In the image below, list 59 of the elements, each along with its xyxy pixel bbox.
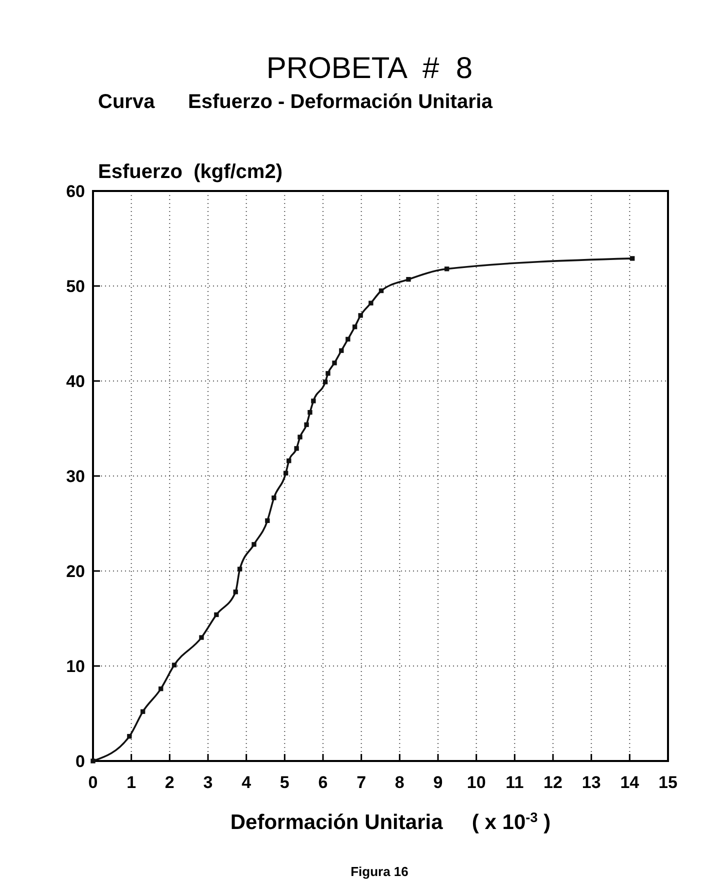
point (332, 360, 337, 366)
x-tick-label: 1 (126, 773, 136, 792)
y-tick-label: 30 (66, 467, 85, 486)
x-tick-label: 12 (544, 773, 562, 792)
x-tick-label: 10 (466, 773, 486, 792)
x-tick-label: 7 (356, 773, 366, 792)
x-tick-label: 15 (658, 773, 678, 792)
text: Figura 16 (350, 864, 408, 879)
y-tick-label: 50 (66, 277, 85, 296)
point (272, 496, 276, 500)
y-tick-label: 60 (66, 182, 85, 201)
x-tick-label: 2 (164, 773, 174, 792)
point (311, 398, 316, 404)
x-tick-label: 11 (506, 773, 524, 792)
point (233, 590, 238, 594)
chart-title: PROBETA # 8 (266, 52, 473, 85)
x-tick-label: 6 (318, 773, 328, 792)
point (286, 458, 292, 464)
x-tick-label: 13 (582, 773, 601, 792)
point (298, 434, 302, 440)
x-tick-label: 14 (620, 773, 640, 792)
x-tick-label: 3 (203, 773, 213, 792)
point (127, 734, 132, 739)
point (358, 313, 363, 318)
point (252, 542, 256, 547)
chart-subtitle: Curva Esfuerzo - Deformación Unitaria (98, 91, 494, 113)
point (265, 518, 270, 523)
point (378, 288, 384, 294)
point (214, 612, 219, 618)
point (308, 410, 312, 415)
point (304, 422, 309, 428)
point (368, 300, 374, 306)
point (199, 635, 204, 640)
x-axis-title: Deformación Unitaria ( x 10$^{-3}$ ) (230, 810, 551, 834)
point (237, 566, 242, 572)
x-tick-label: 4 (242, 773, 252, 792)
point (346, 336, 350, 342)
point (172, 662, 177, 668)
point (630, 256, 635, 261)
point (352, 324, 358, 330)
point (283, 470, 288, 476)
y-tick-label: 40 (66, 372, 85, 391)
x-tick-label: 9 (433, 773, 443, 792)
point (339, 348, 344, 353)
x-tick-label: 8 (394, 773, 404, 792)
x-tick-label: 5 (280, 773, 290, 792)
y-tick-label: 10 (66, 657, 85, 676)
point (90, 758, 96, 764)
point (140, 709, 146, 714)
y-tick-label: 0 (76, 752, 85, 771)
y-axis-title: Esfuerzo (kgf/cm2) (98, 161, 282, 183)
y-tick-label: 20 (66, 562, 85, 581)
point (444, 266, 450, 272)
point (406, 277, 411, 282)
point (158, 686, 164, 692)
point (294, 446, 299, 451)
point (322, 380, 328, 384)
x-tick-label: 0 (88, 773, 98, 792)
point (326, 371, 330, 376)
